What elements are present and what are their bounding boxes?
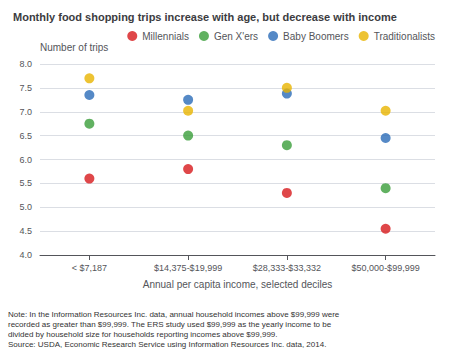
svg-text:5.0: 5.0 (19, 202, 32, 212)
svg-text:7.5: 7.5 (19, 83, 32, 93)
svg-text:< $7,187: < $7,187 (72, 263, 107, 273)
svg-text:7.0: 7.0 (19, 107, 32, 117)
svg-text:divided by household size for: divided by household size for households… (8, 330, 278, 339)
svg-text:Number of trips: Number of trips (40, 42, 108, 53)
svg-text:Millennials: Millennials (142, 31, 189, 42)
svg-text:recorded as greater than $99,9: recorded as greater than $99,999. The ER… (8, 320, 332, 329)
svg-text:Source: USDA, Economic Researc: Source: USDA, Economic Research Service … (8, 340, 326, 349)
svg-text:6.5: 6.5 (19, 131, 32, 141)
svg-text:5.5: 5.5 (19, 178, 32, 188)
svg-text:Gen X'ers: Gen X'ers (214, 31, 258, 42)
svg-text:Note: In the Information Resou: Note: In the Information Resources Inc. … (8, 310, 340, 319)
svg-text:4.0: 4.0 (19, 250, 32, 260)
svg-text:6.0: 6.0 (19, 155, 32, 165)
svg-text:$50,000-$99,999: $50,000-$99,999 (352, 263, 420, 273)
svg-text:$14,375-$19,999: $14,375-$19,999 (154, 263, 222, 273)
svg-text:8.0: 8.0 (19, 59, 32, 69)
svg-text:Baby Boomers: Baby Boomers (283, 31, 349, 42)
svg-text:4.5: 4.5 (19, 226, 32, 236)
svg-text:$28,333-$33,332: $28,333-$33,332 (253, 263, 321, 273)
svg-text:Annual per capita income, sele: Annual per capita income, selected decil… (143, 279, 333, 290)
svg-text:Traditionalists: Traditionalists (374, 31, 435, 42)
svg-text:Monthly food shopping trips in: Monthly food shopping trips increase wit… (13, 11, 397, 23)
